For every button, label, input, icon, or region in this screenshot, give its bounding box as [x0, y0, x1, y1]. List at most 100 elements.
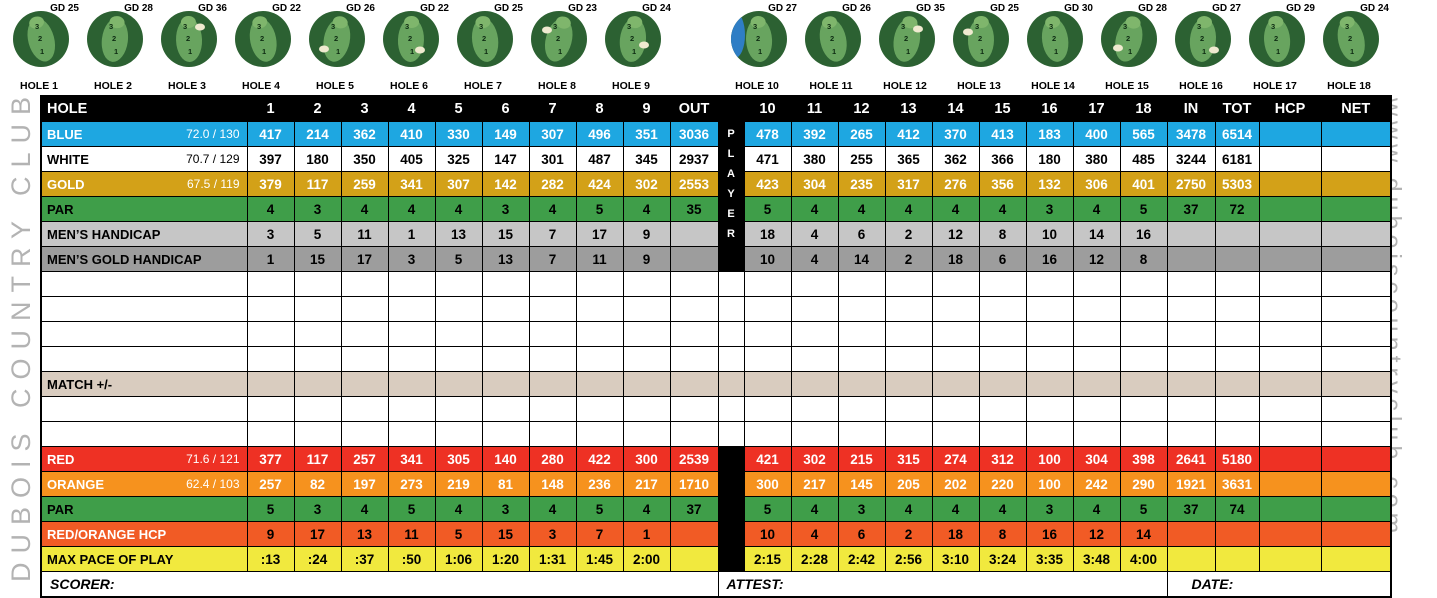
blank-3-hole-10 — [743, 321, 792, 347]
header-hole-9: 9 — [622, 95, 671, 122]
par-ladies-hole-10: 5 — [743, 496, 792, 522]
blank-5-tot — [1214, 396, 1260, 422]
par-ladies-hole-15: 4 — [978, 496, 1027, 522]
par-ladies-hole-16: 3 — [1025, 496, 1074, 522]
par-men-hole-9: 4 — [622, 196, 671, 222]
gold-hole-5: 307 — [434, 171, 483, 197]
svg-text:2: 2 — [112, 34, 116, 43]
mens-handicap-hole-18: 16 — [1119, 221, 1168, 247]
hole-diagram-15: GD 28 3 2 1 HOLE 15 — [1094, 0, 1168, 95]
row-label-text: MEN’S GOLD HANDICAP — [47, 251, 202, 267]
svg-text:1: 1 — [114, 47, 118, 56]
red-hole-8: 422 — [575, 446, 624, 472]
blank-4-in — [1166, 346, 1216, 372]
header-hole-4: 4 — [387, 95, 436, 122]
gold-hole-7: 282 — [528, 171, 577, 197]
blank-6-hole-7 — [528, 421, 577, 447]
rating-slope: 71.6 / 121 — [186, 451, 240, 466]
blue-hole-8: 496 — [575, 121, 624, 147]
header-hcp: HCP — [1258, 95, 1322, 122]
svg-text:1: 1 — [40, 47, 44, 56]
red-hole-3: 257 — [340, 446, 389, 472]
red-orange-hcp-hole-10: 10 — [743, 521, 792, 547]
mens-handicap-out — [669, 221, 719, 247]
row-label-text: ORANGE — [47, 476, 105, 492]
blank-4-hole-8 — [575, 346, 624, 372]
blank-1-hole-12 — [837, 271, 886, 297]
pace-hole-8: 1:45 — [575, 546, 624, 572]
pace-hole-17: 3:48 — [1072, 546, 1121, 572]
blank-6-hole-13 — [884, 421, 933, 447]
blank-3-in — [1166, 321, 1216, 347]
mens-gold-handicap-hole-4: 3 — [387, 246, 436, 272]
svg-text:2: 2 — [978, 34, 982, 43]
white-hole-2: 180 — [293, 146, 342, 172]
pace-out — [669, 546, 719, 572]
red-orange-hcp-hole-1: 9 — [246, 521, 295, 547]
par-men-hole-10: 5 — [743, 196, 792, 222]
hole-number-label: HOLE 15 — [1105, 80, 1149, 92]
blue-hole-3: 362 — [340, 121, 389, 147]
svg-text:2: 2 — [38, 34, 42, 43]
svg-text:3: 3 — [35, 22, 39, 31]
blank-6-out — [669, 421, 719, 447]
blue-hole-15: 413 — [978, 121, 1027, 147]
gd-distance-label: GD 27 — [768, 3, 797, 14]
match-hole-12 — [837, 371, 886, 397]
red-out: 2539 — [669, 446, 719, 472]
svg-text:1: 1 — [980, 47, 984, 56]
blank-4-hcp — [1258, 346, 1322, 372]
par-men-hole-12: 4 — [837, 196, 886, 222]
hole-diagram-13: GD 25 3 2 1 HOLE 13 — [946, 0, 1020, 95]
blank-4-net — [1320, 346, 1392, 372]
mens-gold-handicap-hole-6: 13 — [481, 246, 530, 272]
svg-text:1: 1 — [1202, 47, 1206, 56]
gd-distance-label: GD 24 — [1360, 3, 1389, 14]
svg-text:2: 2 — [556, 34, 560, 43]
white-net — [1320, 146, 1392, 172]
match-hole-11 — [790, 371, 839, 397]
svg-text:2: 2 — [334, 34, 338, 43]
hole-map-icon: 3 2 1 — [1321, 9, 1381, 69]
blank-1-hole-9 — [622, 271, 671, 297]
blank-4-hole-1 — [246, 346, 295, 372]
red-tot: 5180 — [1214, 446, 1260, 472]
mens-handicap-hole-17: 14 — [1072, 221, 1121, 247]
blank-1-hole-3 — [340, 271, 389, 297]
orange-hole-9: 217 — [622, 471, 671, 497]
svg-text:2: 2 — [408, 34, 412, 43]
row-par-men: PAR 4 3 4 4 4 3 4 5 4 35 5 4 4 4 4 4 3 4 5 37 72 — [40, 196, 1392, 222]
blank-2-hole-14 — [931, 296, 980, 322]
blank-5-hole-2 — [293, 396, 342, 422]
svg-text:1: 1 — [262, 47, 266, 56]
blank-2-hole-9 — [622, 296, 671, 322]
blank-5-hole-15 — [978, 396, 1027, 422]
header-hole-13: 13 — [884, 95, 933, 122]
red-orange-hcp-hole-3: 13 — [340, 521, 389, 547]
header-hole-7: 7 — [528, 95, 577, 122]
gd-distance-label: GD 35 — [916, 3, 945, 14]
match-hole-10 — [743, 371, 792, 397]
orange-hole-1: 257 — [246, 471, 295, 497]
blue-hole-18: 565 — [1119, 121, 1168, 147]
hole-number-label: HOLE 13 — [957, 80, 1001, 92]
orange-hole-5: 219 — [434, 471, 483, 497]
match-net — [1320, 371, 1392, 397]
red-hole-2: 117 — [293, 446, 342, 472]
orange-hole-10: 300 — [743, 471, 792, 497]
mens-handicap-hole-4: 1 — [387, 221, 436, 247]
blank-3-hole-3 — [340, 321, 389, 347]
par-ladies-hole-13: 4 — [884, 496, 933, 522]
par-men-hole-3: 4 — [340, 196, 389, 222]
row-white: WHITE 70.7 / 129 397 180 350 405 325 147 301 487 3… — [40, 146, 1392, 172]
blank-5-hole-4 — [387, 396, 436, 422]
hole-diagram-1: GD 25 3 2 1 HOLE 1 — [6, 0, 80, 95]
header-hole-6: 6 — [481, 95, 530, 122]
hole-map-icon: 3 2 1 — [85, 9, 145, 69]
blank-5-hole-1 — [246, 396, 295, 422]
row-label-text: GOLD — [47, 176, 85, 192]
blank-3-hole-9 — [622, 321, 671, 347]
hole-map-icon: 3 2 1 — [951, 9, 1011, 69]
blank-1-hole-7 — [528, 271, 577, 297]
row-blank-3 — [40, 321, 1392, 347]
